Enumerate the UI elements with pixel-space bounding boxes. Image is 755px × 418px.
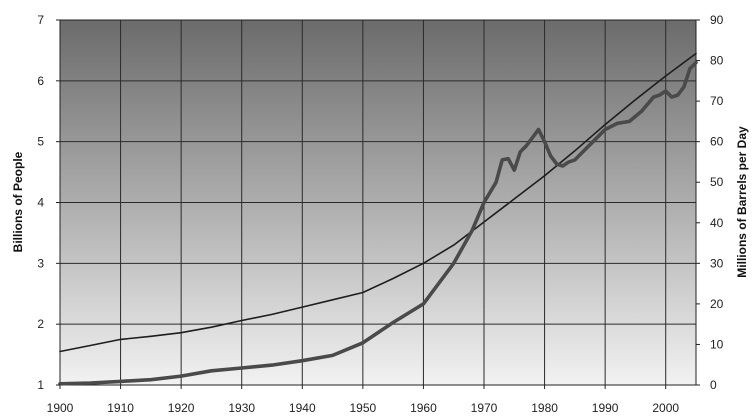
left-tick-label: 4	[37, 196, 44, 210]
right-y-axis-ticks: 0 10 20 30 40 50 60 70 80 90	[696, 13, 724, 392]
x-tick-label: 1910	[107, 401, 134, 415]
left-tick-label: 1	[37, 378, 44, 392]
right-tick-label: 80	[710, 54, 724, 68]
left-tick-label: 3	[37, 256, 44, 270]
x-tick-label: 1930	[228, 401, 255, 415]
right-axis-title: Millions of Barrels per Day	[735, 126, 749, 278]
x-axis-ticks: 1900 1910 1920 1930 1940 1950 1960 1970 1980 1990…	[47, 385, 679, 415]
x-tick-label: 1950	[350, 401, 377, 415]
right-tick-label: 30	[710, 256, 724, 270]
left-tick-label: 6	[37, 74, 44, 88]
series-line-right	[58, 60, 698, 386]
left-tick-label: 5	[37, 135, 44, 149]
left-axis-title: Billions of People	[11, 151, 25, 252]
x-tick-label: 1980	[531, 401, 558, 415]
series-line-left	[59, 52, 697, 353]
x-tick-label: 1970	[471, 401, 498, 415]
x-tick-label: 1940	[289, 401, 316, 415]
right-tick-label: 40	[710, 216, 724, 230]
grid-lines	[59, 19, 696, 386]
right-tick-label: 70	[710, 94, 724, 108]
x-tick-label: 1990	[592, 401, 619, 415]
left-tick-label: 2	[37, 317, 44, 331]
right-tick-label: 60	[710, 135, 724, 149]
right-tick-label: 50	[710, 175, 724, 189]
x-tick-label: 1920	[168, 401, 195, 415]
right-tick-label: 10	[710, 337, 724, 351]
series-layer	[58, 52, 698, 386]
right-tick-label: 20	[710, 297, 724, 311]
right-tick-label: 0	[710, 378, 717, 392]
left-y-axis-ticks: 1 2 3 4 5 6 7	[37, 13, 60, 392]
x-tick-label: 1900	[47, 401, 74, 415]
x-tick-label: 1960	[410, 401, 437, 415]
left-tick-label: 7	[37, 13, 44, 27]
x-tick-label: 2000	[652, 401, 679, 415]
right-tick-label: 90	[710, 13, 724, 27]
